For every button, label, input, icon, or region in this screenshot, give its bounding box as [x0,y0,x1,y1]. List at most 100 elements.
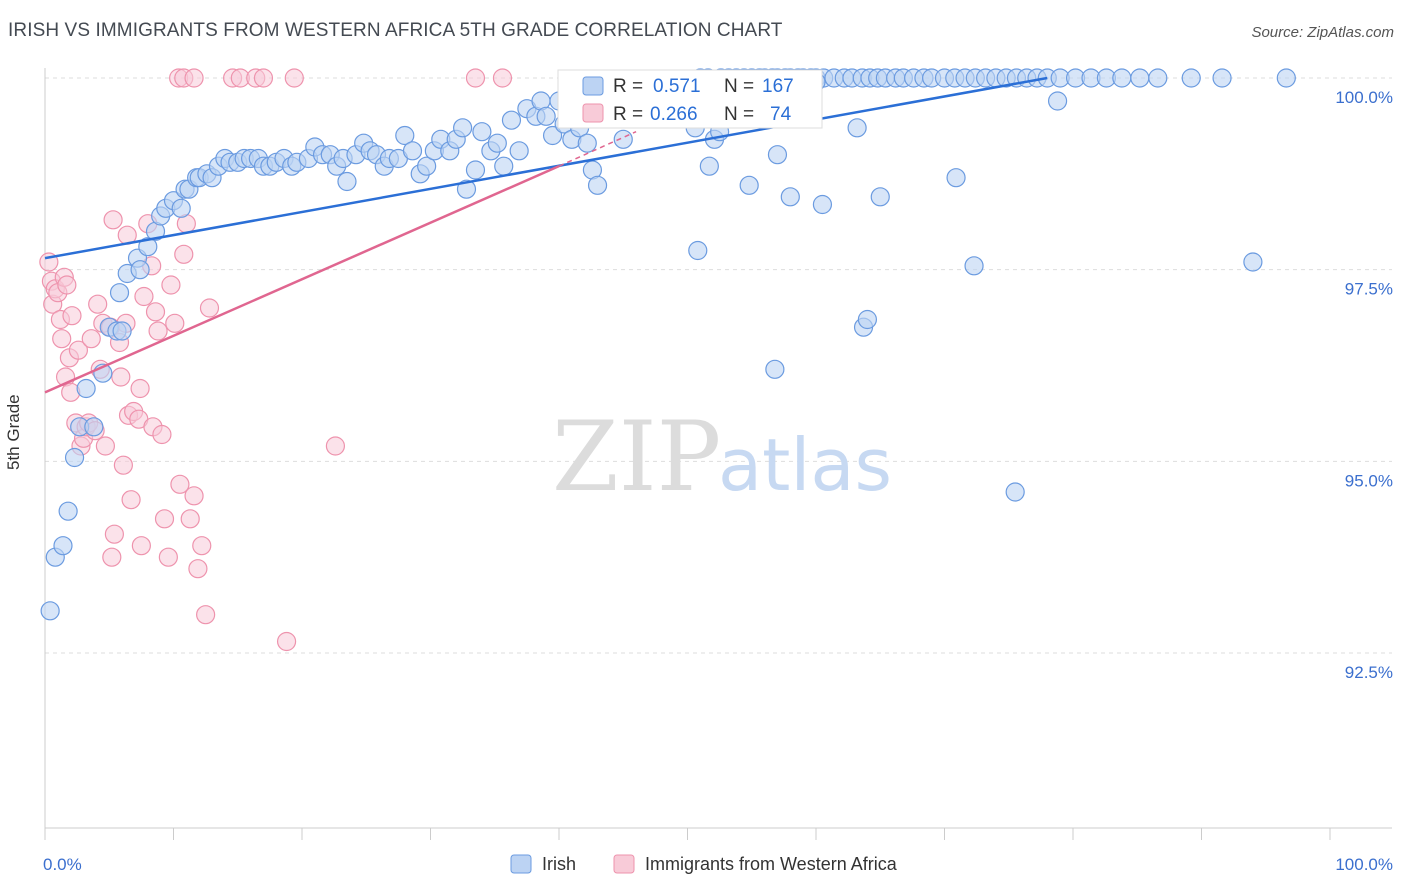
wa-point [184,486,204,506]
wa-point [170,474,190,494]
irish-point [964,256,984,276]
irish-point [613,129,633,149]
wa-point [188,559,208,579]
irish-point [53,536,73,556]
wa-point [180,509,200,529]
x-tick-label-0: 0.0% [43,855,82,874]
legend-swatch-wa [582,103,604,123]
irish-point [542,125,563,146]
irish-point [112,321,132,341]
irish-point [395,125,415,146]
irish-point [509,141,529,161]
irish-point [84,417,104,437]
series-irish [40,68,1296,621]
wa-point [81,329,101,349]
irish-point [465,160,486,180]
legend-r-label-wa: R = [613,104,643,125]
y-tick-label-1: 95.0% [1345,471,1393,490]
legend-n-label-wa: N = [724,104,754,125]
trend-line-irish [44,76,1048,260]
legend-bottom-label-irish: Irish [542,854,576,874]
wa-point [276,631,297,652]
irish-point [1112,68,1132,88]
irish-point [58,501,78,521]
irish-point [812,194,833,215]
irish-point [1212,68,1232,88]
legend-bottom-label-wa: Immigrants from Western Africa [645,854,898,874]
watermark-zip: ZIP [552,401,721,513]
wa-point [113,455,133,475]
legend-n-label-irish: N = [724,76,754,97]
irish-point [767,145,788,165]
irish-point [699,156,719,176]
wa-point [111,367,131,387]
wa-point [192,536,212,556]
legend-swatch-irish [582,76,604,96]
source-label: Source: ZipAtlas.com [1251,24,1394,41]
wa-point [165,313,185,333]
irish-point [1047,91,1068,111]
wa-point [154,509,175,529]
irish-point [765,359,785,379]
wa-point [465,68,486,88]
wa-point [62,306,82,326]
wa-point [68,340,89,360]
x-tick-label-1: 100.0% [1335,855,1393,874]
wa-point [52,329,72,349]
wa-point [130,378,150,399]
wa-point [145,302,166,322]
trend-lines [44,76,1048,394]
irish-point [337,171,357,192]
irish-point [456,179,477,199]
legend-bottom-swatch-wa [613,854,635,874]
legend-r-label-irish: R = [613,76,643,97]
watermark-atlas: atlas [718,423,892,507]
y-tick-label-0: 92.5% [1345,663,1393,682]
wa-point [284,68,304,88]
irish-point [1005,482,1025,502]
irish-point [946,168,966,188]
tick-labels: 92.5% 95.0% 97.5% 100.0% 0.0% 100.0% [43,88,1393,874]
irish-point [577,133,597,153]
irish-point [109,283,130,303]
irish-point [1243,252,1263,272]
wa-point [102,547,122,567]
wa-point [57,275,77,295]
wa-point [88,294,108,314]
irish-point [402,141,423,161]
legend-n-value-irish: 167 [762,76,794,97]
wa-point [161,275,181,295]
irish-point [40,601,60,621]
wa-point [131,536,151,556]
irish-point [138,237,158,257]
irish-point [870,187,890,207]
irish-point [780,187,800,207]
irish-point [1181,68,1201,88]
irish-point [1148,68,1168,88]
irish-point [857,309,878,330]
legend-bottom-swatch-irish [510,854,532,874]
trend-line-wa [44,165,560,394]
legend-r-value-irish: 0.571 [653,76,701,97]
wa-point [148,321,168,341]
y-tick-label-2: 97.5% [1345,280,1393,299]
irish-point [847,118,867,138]
irish-point [130,260,150,280]
axes [44,68,1392,840]
wa-point [152,424,172,445]
irish-point [64,447,85,468]
irish-point [76,378,96,399]
irish-point [494,156,514,176]
irish-point [472,122,492,142]
irish-point [536,106,556,126]
legend-stats: R = 0.571 N = 167 R = 0.266 N = 74 [557,69,823,129]
irish-point [739,175,759,195]
wa-point [121,490,141,510]
irish-point [1130,68,1150,88]
wa-point [199,298,220,318]
irish-point [1276,68,1296,88]
irish-point [487,133,507,153]
chart-title: IRISH VS IMMIGRANTS FROM WESTERN AFRICA … [8,20,783,41]
wa-point [95,436,115,456]
